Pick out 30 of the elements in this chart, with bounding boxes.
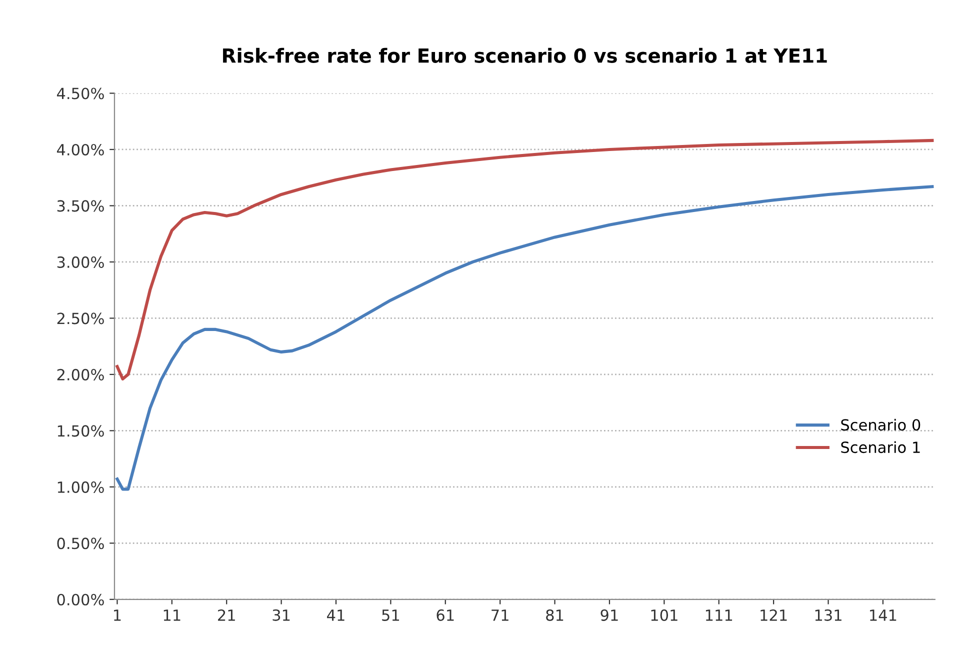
y-tick-label: 1.50%: [58, 425, 104, 437]
x-tick-label: 111: [706, 610, 732, 621]
chart-title: Risk-free rate for Euro scenario 0 vs scenario 1 at YE11: [223, 48, 827, 63]
x-tick-label: 61: [436, 609, 454, 621]
y-tick-label: 0.50%: [57, 538, 104, 550]
x-tick-label: 91: [600, 609, 618, 621]
y-tick-label: 0.00%: [57, 594, 104, 606]
x-tick-label: 31: [272, 609, 290, 621]
x-tick-label: 71: [492, 610, 508, 621]
x-tick-label: 51: [382, 610, 400, 621]
x-tick-label: 131: [815, 609, 842, 621]
legend-label: Scenario 0: [841, 418, 920, 431]
y-tick-label: 3.00%: [57, 256, 104, 268]
legend-label: Scenario 1: [841, 441, 920, 454]
y-tick-label: 1.00%: [58, 481, 104, 493]
y-tick-label: 2.00%: [57, 368, 104, 380]
x-tick-label: 11: [164, 610, 180, 621]
line-series: [116, 138, 934, 380]
x-tick-label: 121: [760, 609, 787, 621]
y-tick-label: 2.50%: [57, 312, 104, 324]
x-tick-label: 21: [218, 609, 235, 621]
x-tick-label: 1: [114, 610, 121, 621]
x-tick-label: 101: [651, 609, 678, 621]
y-tick-label: 3.50%: [57, 200, 104, 212]
y-tick-label: 4.50%: [56, 88, 104, 100]
line-series: [116, 185, 934, 491]
x-tick-label: 141: [870, 610, 896, 621]
x-tick-label: 81: [546, 609, 564, 621]
x-tick-label: 41: [327, 610, 344, 621]
y-tick-label: 4.00%: [56, 144, 104, 156]
